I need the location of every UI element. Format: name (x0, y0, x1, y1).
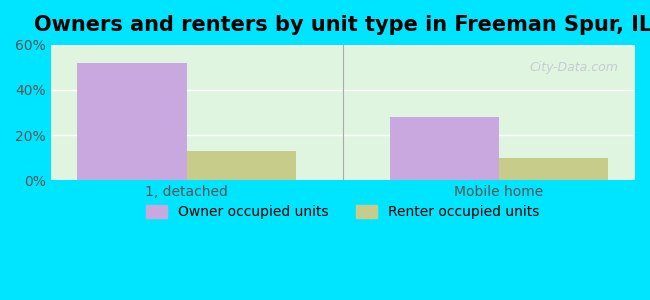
Legend: Owner occupied units, Renter occupied units: Owner occupied units, Renter occupied un… (140, 200, 545, 225)
Bar (390, 117, 499, 180)
Text: City-Data.com: City-Data.com (530, 61, 619, 74)
Bar (77, 63, 187, 180)
Bar (499, 158, 608, 180)
Title: Owners and renters by unit type in Freeman Spur, IL: Owners and renters by unit type in Freem… (34, 15, 650, 35)
Bar (187, 151, 296, 180)
